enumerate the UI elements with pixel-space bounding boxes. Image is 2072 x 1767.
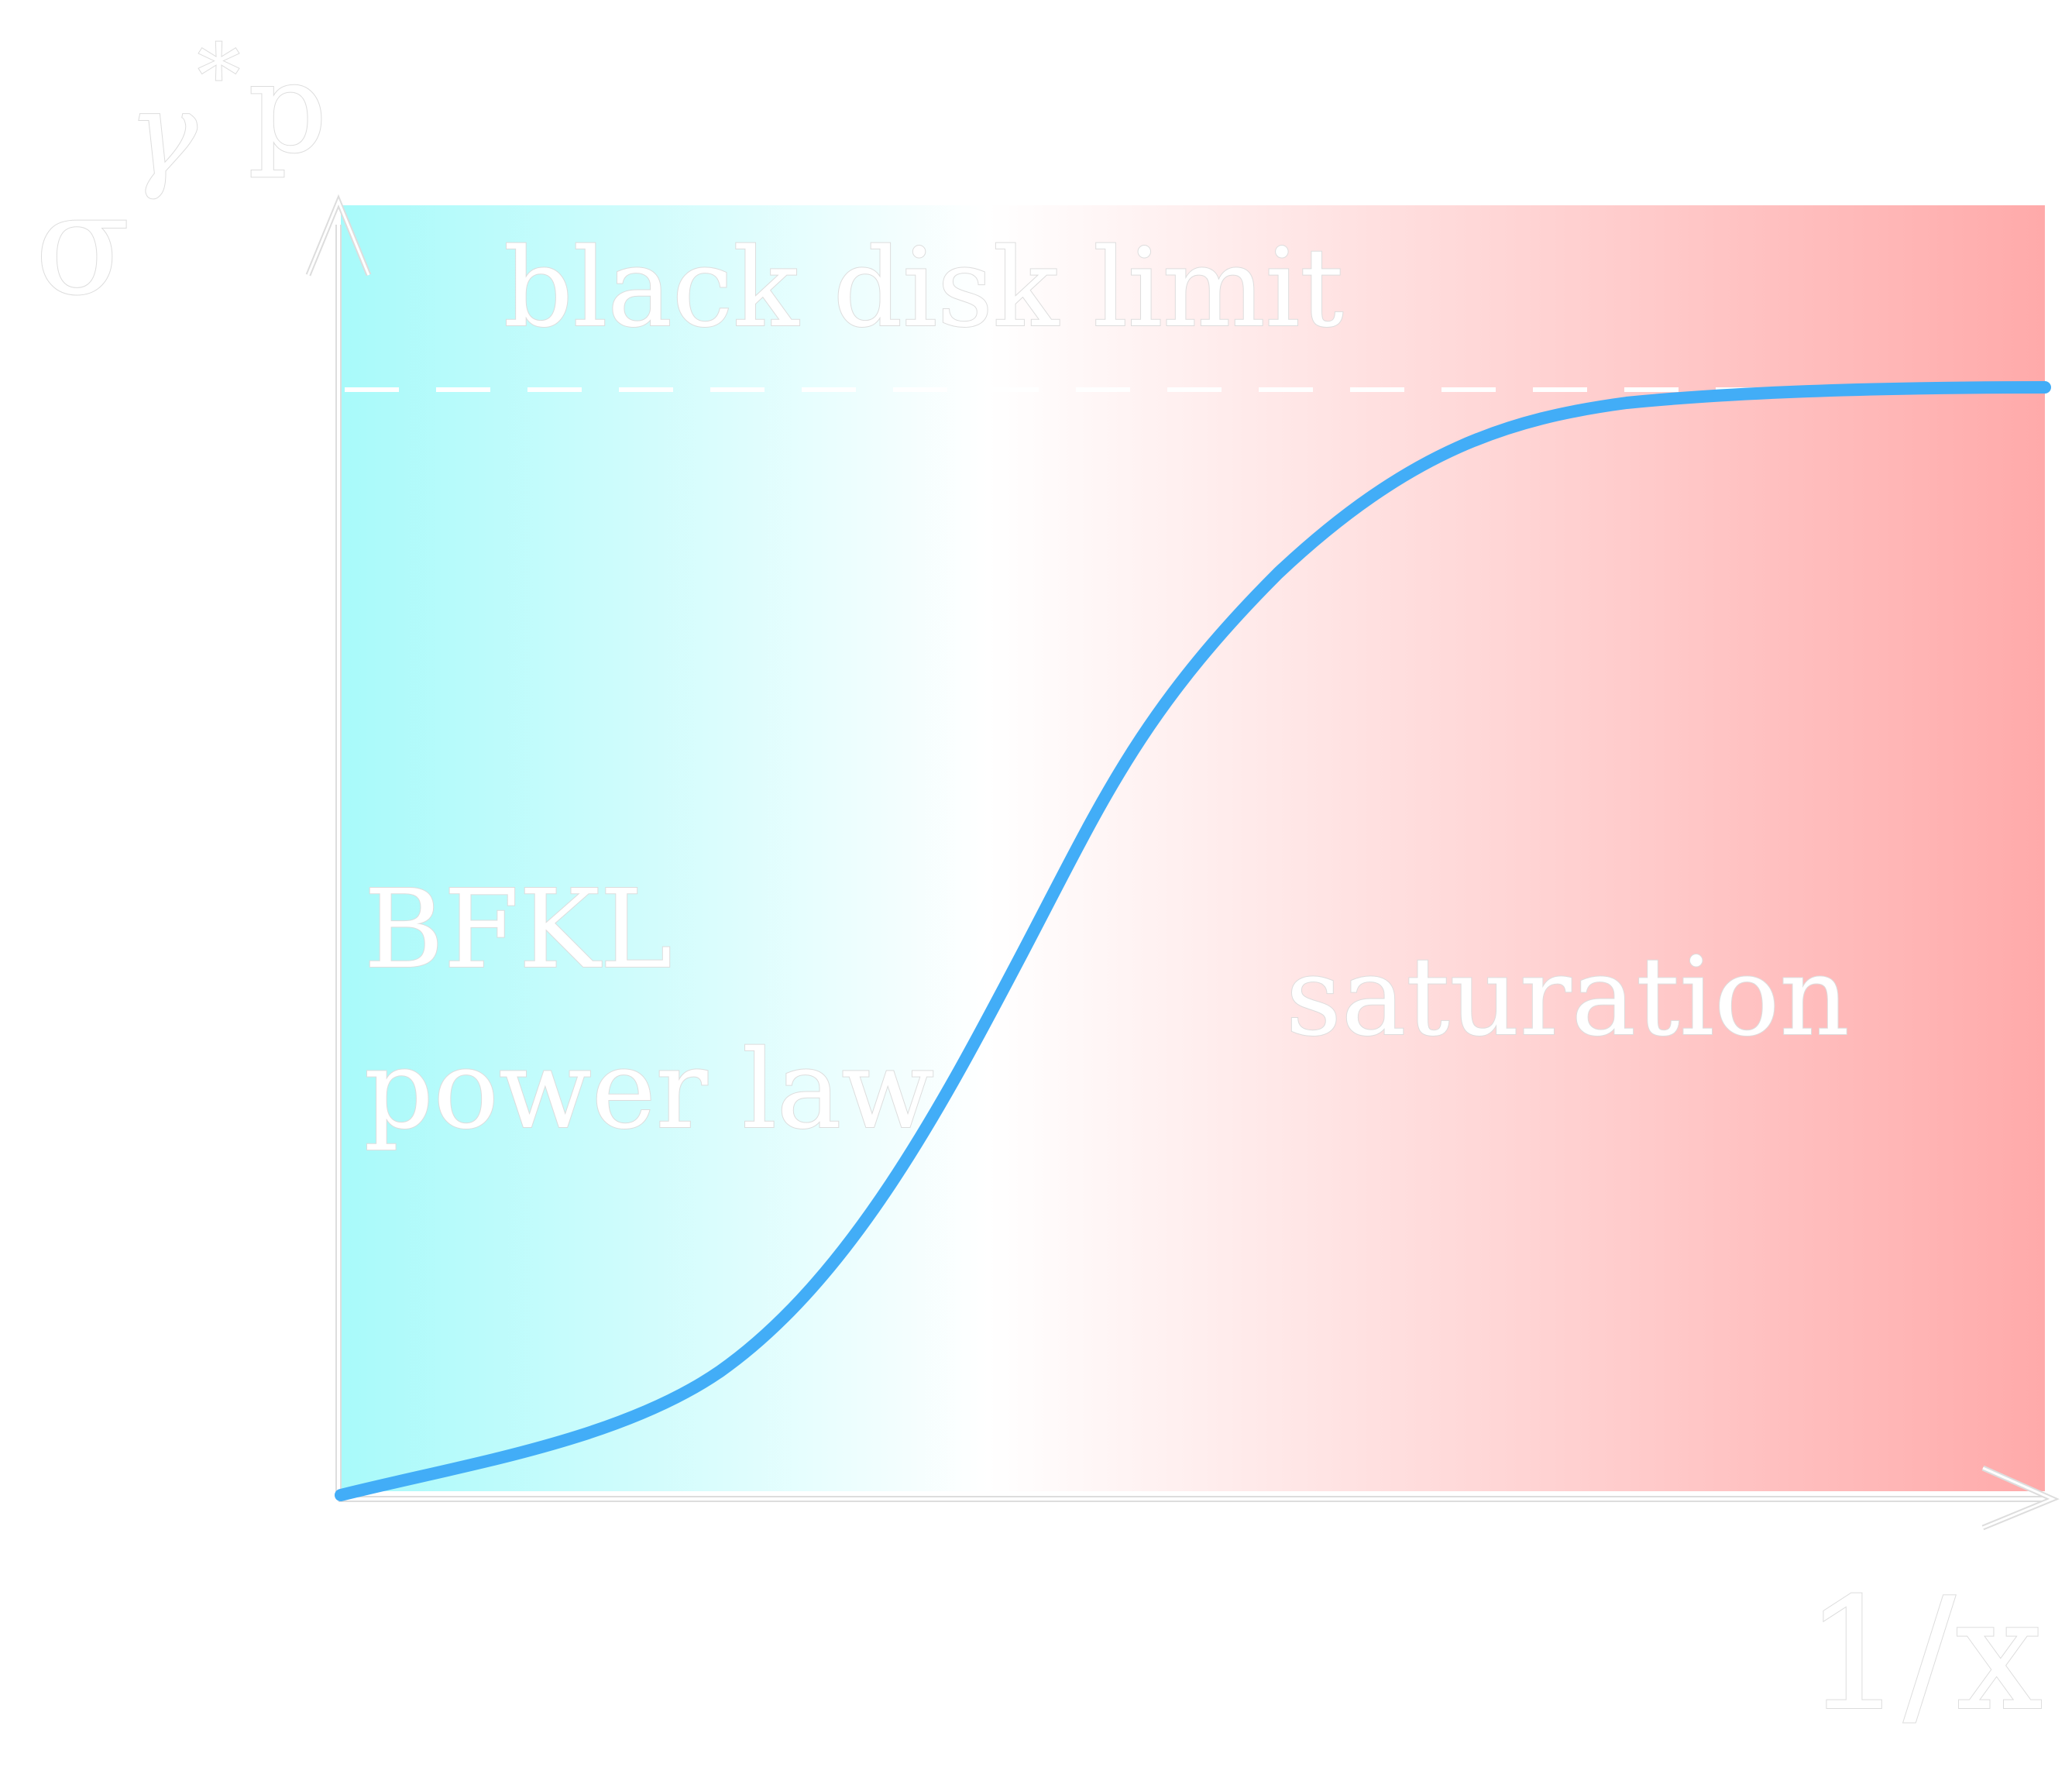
y-axis bbox=[305, 194, 372, 1494]
gradient-region bbox=[341, 205, 2045, 1491]
x-axis-label: 1/x bbox=[1805, 1565, 2043, 1745]
power-law-label: power law bbox=[364, 1027, 934, 1153]
x-axis bbox=[338, 1465, 2060, 1531]
y-axis-label: σ γ * p bbox=[34, 25, 328, 327]
cross-section-curve bbox=[335, 381, 2051, 1501]
y-axis-sigma: σ bbox=[35, 164, 130, 326]
black-disk-limit-label: black disk limit bbox=[503, 225, 1344, 352]
y-axis-gamma: γ bbox=[128, 67, 198, 202]
saturation-label: saturation bbox=[1286, 934, 1850, 1061]
bfkl-label: BFKL bbox=[364, 867, 672, 993]
y-axis-p: p bbox=[248, 36, 327, 180]
y-axis-star: * bbox=[198, 26, 240, 125]
